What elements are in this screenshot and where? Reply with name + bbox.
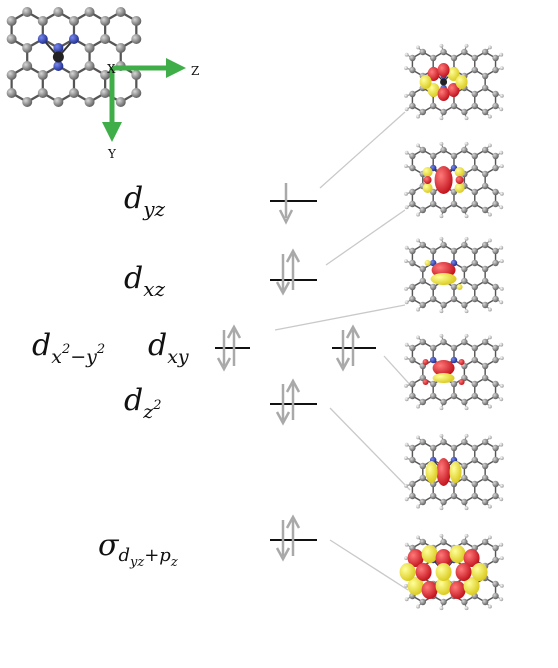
spin-pair-dx2y2 (216, 324, 242, 372)
spin-up-arrow (285, 248, 301, 290)
connector-dxz (325, 209, 406, 266)
spin-up-arrow (285, 514, 301, 556)
spin-down-arrow (335, 330, 351, 372)
molecule-structure (6, 7, 142, 107)
orbital-molecule (404, 236, 504, 314)
orbital-lobes (399, 545, 488, 599)
spin-pair-dz2 (275, 378, 301, 426)
orbital-lobes (425, 458, 462, 486)
label-dxz: dxz (124, 261, 165, 301)
spin-down-arrow (275, 384, 291, 426)
orbital-image-6 (399, 533, 504, 611)
connector-dxy (383, 355, 414, 389)
orbital-lobes (419, 63, 468, 101)
connector-dx2y2 (274, 304, 406, 331)
spin-up-arrow (285, 378, 301, 420)
z-axis-label: Z (191, 64, 199, 78)
orbital-molecule (404, 141, 504, 219)
label-dyz: dyz (124, 181, 166, 221)
spin-down-arrow (216, 330, 232, 372)
connector-dyz (319, 111, 406, 189)
orbital-lobes (422, 359, 465, 385)
orbital-image-1 (404, 43, 504, 121)
label-dx2y2: dx2−y2 (32, 328, 105, 368)
spin-pair-dxy (335, 324, 361, 372)
connector-dz2 (329, 407, 411, 491)
orbital-image-2 (404, 141, 504, 219)
spin-down-arrow (275, 254, 291, 296)
spin-pair-dxz (275, 248, 301, 296)
label-dxy: dxy (148, 328, 189, 368)
spin-pair-sigma (275, 514, 301, 562)
y-axis-label: Y (107, 147, 117, 161)
orbital-image-4 (404, 333, 504, 411)
molecule-skeleton (6, 7, 142, 107)
spin-up-arrow (345, 324, 361, 366)
level-labels: dyz dxz dx2−y2 dxy dz2 σdyz+pz (32, 181, 189, 570)
orbital-lobes (424, 260, 463, 290)
orbital-lobes (422, 166, 465, 194)
orbital-molecule (404, 333, 504, 411)
orbital-molecule (404, 43, 504, 121)
spin-up-arrow (226, 324, 242, 366)
label-sigma: σdyz+pz (98, 528, 178, 570)
orbital-image-5 (404, 433, 504, 511)
spin-down-dyz (278, 183, 294, 225)
connector-lines (274, 111, 414, 591)
x-axis-label: X (107, 62, 116, 76)
energy-levels (215, 183, 376, 562)
label-dz2: dz2 (124, 383, 162, 423)
orbital-images (399, 43, 504, 611)
connector-sigma (329, 539, 409, 591)
orbital-image-3 (404, 236, 504, 314)
orbital-molecule (404, 433, 504, 511)
spin-down-arrow (275, 520, 291, 562)
axis-arrows: X Z Y (102, 58, 199, 161)
